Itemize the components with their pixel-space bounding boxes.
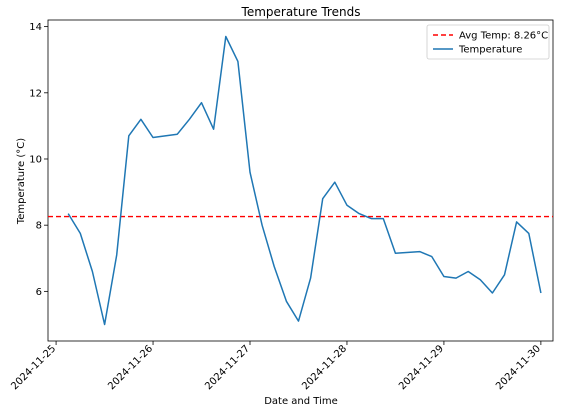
legend-label: Temperature xyxy=(458,45,522,56)
legend-label: Avg Temp: 8.26°C xyxy=(459,31,548,42)
y-axis-label: Temperature (°C) xyxy=(16,138,27,225)
y-tick-label: 10 xyxy=(29,154,42,165)
chart-title: Temperature Trends xyxy=(241,5,361,19)
y-tick-label: 14 xyxy=(29,22,42,33)
y-tick-label: 12 xyxy=(29,88,42,99)
x-axis-label: Date and Time xyxy=(264,396,338,407)
y-tick-label: 6 xyxy=(36,287,42,298)
y-tick-label: 8 xyxy=(36,221,42,232)
